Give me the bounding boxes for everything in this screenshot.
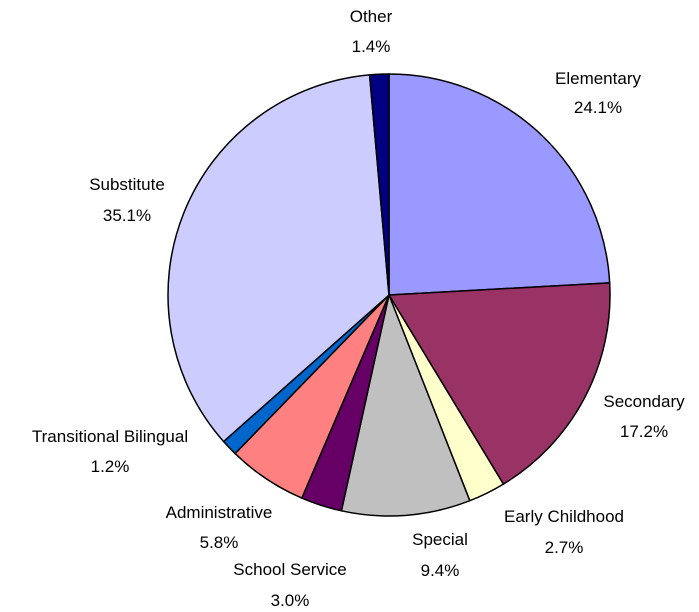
- pie-slice-secondary: [388, 282, 611, 485]
- slice-percent: 35.1%: [103, 206, 151, 225]
- slice-name: Administrative: [166, 503, 273, 522]
- slice-percent: 17.2%: [620, 422, 668, 441]
- slice-percent: 2.7%: [545, 538, 584, 557]
- pie-slice-other: [368, 73, 390, 296]
- slice-name: Elementary: [555, 69, 641, 88]
- pie-slice-special: [340, 294, 471, 517]
- slice-name: Substitute: [89, 175, 165, 194]
- slice-label-administrative: Administrative 5.8%: [166, 503, 273, 552]
- slice-label-early-childhood: Early Childhood 2.7%: [504, 507, 624, 557]
- slice-percent: 24.1%: [574, 98, 622, 117]
- slice-label-elementary: Elementary 24.1%: [555, 69, 641, 117]
- slice-label-other: Other 1.4%: [350, 7, 393, 56]
- slice-label-transitional-bilingual: Transitional Bilingual 1.2%: [32, 427, 188, 476]
- slice-name: Other: [350, 7, 393, 26]
- slice-label-school-service: School Service 3.0%: [233, 560, 346, 610]
- slice-name: School Service: [233, 560, 346, 579]
- slice-name: Early Childhood: [504, 507, 624, 526]
- slice-percent: 1.4%: [352, 37, 391, 56]
- slice-percent: 1.2%: [91, 457, 130, 476]
- pie-slices: [167, 73, 611, 517]
- pie-slice-substitute: [167, 74, 390, 443]
- slice-name: Transitional Bilingual: [32, 427, 188, 446]
- pie-slice-elementary: [388, 73, 611, 296]
- slice-percent: 5.8%: [200, 533, 239, 552]
- slice-percent: 3.0%: [271, 591, 310, 610]
- slice-label-substitute: Substitute 35.1%: [89, 175, 165, 225]
- slice-name: Special: [412, 530, 468, 549]
- slice-percent: 9.4%: [421, 561, 460, 580]
- slice-label-special: Special 9.4%: [412, 530, 468, 580]
- slice-label-secondary: Secondary 17.2%: [603, 392, 685, 441]
- slice-name: Secondary: [603, 392, 685, 411]
